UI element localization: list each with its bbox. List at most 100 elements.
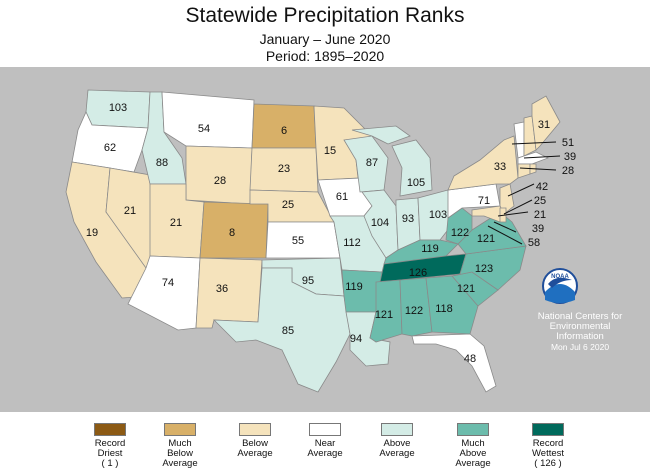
leader-line-nj (507, 183, 535, 197)
rank-label-MA: 51 (562, 137, 574, 149)
rank-label-IN: 93 (402, 213, 414, 225)
legend-label-line-1: Below (242, 438, 268, 449)
legend-item-much-above: Much Above Average (433, 418, 513, 469)
legend-label-line-3: ( 126 ) (534, 458, 562, 469)
legend-item-above: Above Average (357, 418, 437, 459)
rank-label-VA: 121 (477, 233, 495, 245)
us-precipitation-map: 103 62 19 21 88 54 28 21 74 8 36 6 23 25… (0, 67, 650, 412)
state-MT (161, 91, 255, 149)
state-TX (212, 267, 351, 393)
leader-line-md (497, 211, 529, 217)
rank-label-WI: 87 (366, 157, 378, 169)
state-AL (399, 277, 433, 337)
map-subtitle-period: January – June 2020 (259, 31, 391, 47)
rank-label-MS: 121 (375, 309, 393, 321)
rank-label-ME: 31 (538, 119, 550, 131)
state-FL (411, 333, 497, 393)
rank-label-CO: 8 (229, 227, 235, 239)
rank-label-PA: 71 (478, 195, 490, 207)
map-subtitle-base-period: Period: 1895–2020 (265, 48, 385, 64)
rank-label-CT: 28 (562, 165, 574, 177)
state-MI (391, 139, 433, 197)
rank-label-NJ: 42 (536, 181, 548, 193)
noaa-credit-line-3: Information (556, 331, 604, 342)
rank-label-GA: 118 (435, 303, 453, 315)
noaa-logo-text: NOAA (551, 274, 569, 280)
state-GA (425, 275, 479, 335)
rank-label-WV: 122 (451, 227, 469, 239)
rank-label-NC: 123 (475, 263, 493, 275)
legend-label-line-1: Much (168, 438, 192, 449)
leader-line-dc (493, 221, 517, 233)
rank-label-LA: 94 (350, 333, 362, 345)
legend-item-below: Below Average (215, 418, 295, 459)
leader-lines (487, 141, 561, 245)
legend-swatch (164, 423, 196, 436)
rank-label-MT: 54 (198, 123, 210, 135)
rank-label-MO: 112 (343, 237, 361, 249)
rank-label-TX: 85 (282, 325, 294, 337)
leader-line-ct (519, 167, 557, 171)
rank-label-MD: 21 (534, 209, 546, 221)
legend-swatch (381, 423, 413, 436)
legend-label-line-1: Record (532, 438, 564, 449)
legend-label-line-3: ( 1 ) (101, 458, 119, 469)
legend-label-line-1: Much (461, 438, 485, 449)
legend-item-near: Near Average (285, 418, 365, 459)
rank-label-IA: 61 (336, 191, 348, 203)
state-OR (71, 111, 149, 173)
leader-line-va (487, 225, 523, 245)
rank-label-UT: 21 (170, 217, 182, 229)
state-ME (531, 95, 561, 151)
noaa-credit: National Centers for Environmental Infor… (510, 311, 650, 353)
rank-label-OH: 103 (429, 209, 447, 221)
rank-label-AL: 122 (405, 305, 423, 317)
rank-label-OR: 62 (104, 142, 116, 154)
rank-label-MN: 15 (324, 145, 336, 157)
rank-label-IL: 104 (371, 217, 389, 229)
rank-label-ID: 88 (156, 157, 168, 169)
rank-label-DC: 39 (532, 223, 544, 235)
rank-label-RI: 39 (564, 151, 576, 163)
rank-label-AR: 119 (345, 281, 363, 293)
legend-swatch (239, 423, 271, 436)
legend-label-line-3: Average (162, 458, 198, 469)
rank-label-MI: 105 (407, 177, 425, 189)
rank-label-FL: 48 (464, 353, 476, 365)
noaa-credit-line-2: Environmental (549, 321, 611, 332)
rank-label-NE: 25 (282, 199, 294, 211)
legend-label-line-2: Average (307, 448, 343, 459)
noaa-credit-line-1: National Centers for (537, 311, 623, 322)
rank-label-KY: 119 (421, 243, 439, 255)
legend-label-line-2: Below (167, 448, 193, 459)
rank-label-WY: 28 (214, 175, 226, 187)
rank-labels: 103 62 19 21 88 54 28 21 74 8 36 6 23 25… (86, 102, 576, 365)
rank-label-NV: 21 (124, 205, 136, 217)
state-NM (195, 257, 263, 329)
noaa-logo-bird (548, 277, 572, 288)
rank-label-AZ: 74 (162, 277, 174, 289)
legend-item-record-driest: Record Driest ( 1 ) (70, 418, 150, 469)
rank-label-OK: 95 (302, 275, 314, 287)
legend-swatch (94, 423, 126, 436)
rank-label-ND: 6 (281, 125, 287, 137)
rank-label-CA: 19 (86, 227, 98, 239)
rank-label-WA: 103 (109, 102, 127, 114)
map-title: Statewide Precipitation Ranks (185, 4, 465, 27)
legend-label-line-3: Average (455, 458, 491, 469)
legend-label-line-1: Near (314, 438, 336, 449)
legend-swatch (532, 423, 564, 436)
rank-label-KS: 55 (292, 235, 304, 247)
leader-line-de (503, 199, 533, 215)
rank-label-SC: 121 (457, 283, 475, 295)
rank-label-DE: 25 (534, 195, 546, 207)
legend-swatch (457, 423, 489, 436)
legend-label-line-2: Above (459, 448, 487, 459)
leader-line-ma (511, 141, 557, 145)
legend-item-record-wettest: Record Wettest ( 126 ) (508, 418, 588, 469)
legend-label-line-2: Wettest (531, 448, 565, 459)
state-NJ (499, 183, 515, 215)
rank-label-NM: 36 (216, 283, 228, 295)
noaa-logo-wave (545, 284, 575, 303)
noaa-credit-date: Mon Jul 6 2020 (550, 342, 610, 352)
